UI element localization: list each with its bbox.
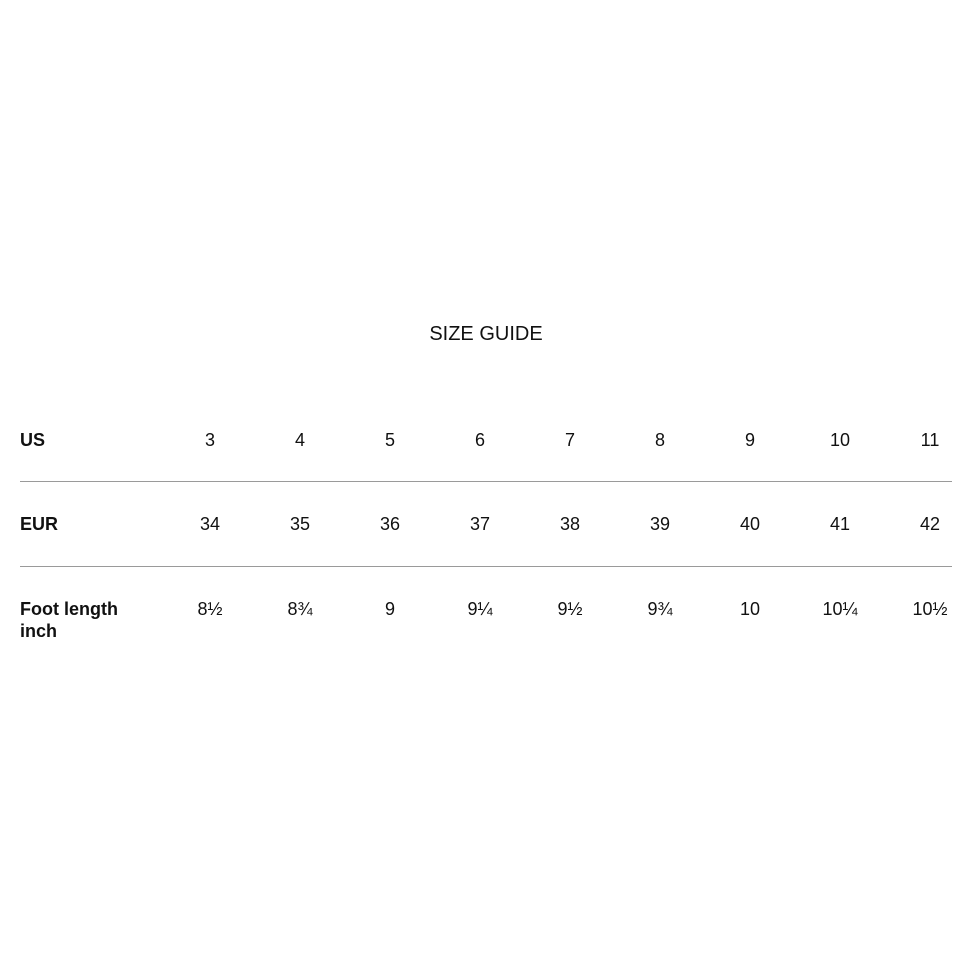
table-cell: 9¼	[467, 599, 493, 619]
table-cell: 6	[474, 430, 485, 450]
table-cell: 8¾	[287, 599, 313, 619]
table-cell: 8	[654, 430, 665, 450]
table-cell: 36	[379, 514, 401, 534]
table-cell: 38	[559, 514, 581, 534]
row-label-text: EUR	[20, 514, 59, 534]
row-label-text: US	[20, 430, 46, 450]
table-cell: 39	[649, 514, 671, 534]
table-cell: 10¼	[822, 599, 858, 619]
table-cell: 9	[744, 430, 755, 450]
table-cell: 41	[829, 514, 851, 534]
table-cell: 9¾	[647, 599, 673, 619]
table-cell: 34	[199, 514, 221, 534]
row-label: EUR	[20, 513, 58, 535]
table-cell: 10	[829, 430, 851, 450]
table-cell: 4	[294, 430, 305, 450]
table-cell: 35	[289, 514, 311, 534]
page-title: SIZE GUIDE	[429, 323, 543, 345]
table-cell: 9	[384, 599, 395, 619]
table-cell: 10	[739, 599, 761, 619]
row-label: Foot length inch	[20, 598, 118, 642]
table-cell: 9½	[557, 599, 583, 619]
row-label-unit: inch	[20, 621, 58, 641]
table-cell: 10½	[912, 599, 948, 619]
table-cell: 8½	[197, 599, 223, 619]
divider	[20, 481, 952, 482]
divider	[20, 566, 952, 567]
table-cell: 11	[920, 430, 940, 450]
table-cell: 5	[384, 430, 395, 450]
row-label: US	[20, 429, 45, 451]
table-cell: 37	[469, 514, 491, 534]
table-cell: 3	[204, 430, 215, 450]
table-cell: 40	[739, 514, 761, 534]
table-cell: 42	[919, 514, 941, 534]
row-label-text: Foot length	[20, 599, 118, 619]
table-cell: 7	[564, 430, 575, 450]
